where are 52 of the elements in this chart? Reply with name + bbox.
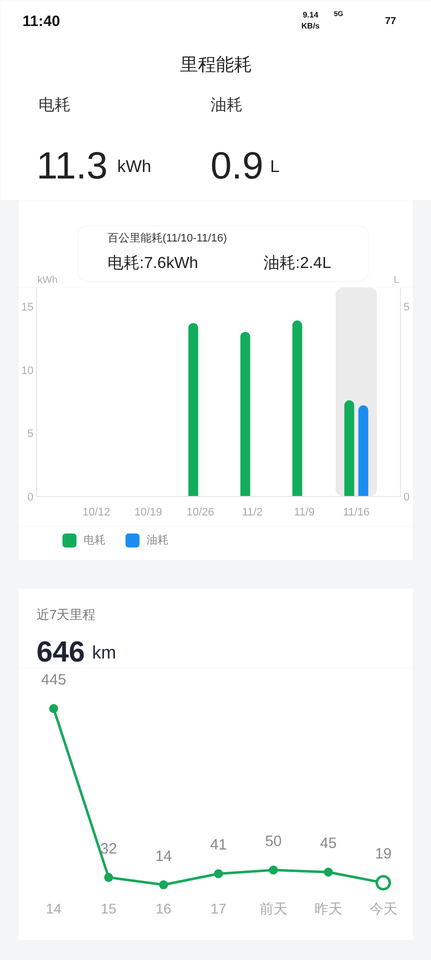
text: 百公里能耗(11/10-11/16) xyxy=(108,232,227,244)
x-tick-label: 15 xyxy=(100,900,117,916)
point xyxy=(49,704,58,714)
x-tick-label: 10/12 xyxy=(82,506,110,518)
y-axis-title: kWh xyxy=(38,275,58,286)
chart-subtitle: 646 km xyxy=(36,636,116,668)
text: 电耗 xyxy=(38,96,70,114)
text: 77 xyxy=(384,16,396,27)
text: 11.3 kWh xyxy=(36,146,152,188)
x-tick-label: 今天 xyxy=(369,900,398,916)
y-tick-label: 15 xyxy=(21,302,34,314)
y-tick-label: 0 xyxy=(27,492,34,504)
legend-label: 油耗 xyxy=(146,534,168,546)
data-label: 41 xyxy=(210,836,227,854)
point xyxy=(268,866,278,875)
y2-axis-title: L xyxy=(394,275,400,286)
bar xyxy=(240,332,250,496)
text: 9.14 KB/s xyxy=(301,10,320,30)
data-label: 45 xyxy=(320,835,337,852)
x-tick-label: 16 xyxy=(156,900,172,916)
data-label: 19 xyxy=(374,846,392,863)
bar xyxy=(292,320,302,496)
text: 电耗:7.6kWh xyxy=(108,254,198,272)
x-tick-label: 17 xyxy=(210,900,226,916)
chart-title: 近7天里程 xyxy=(36,607,96,622)
point xyxy=(214,869,223,878)
y-tick-label: 5 xyxy=(27,428,34,440)
point xyxy=(159,880,168,890)
data-label: 50 xyxy=(265,833,282,850)
x-tick-label: 11/16 xyxy=(342,506,370,518)
x-tick-label: 昨天 xyxy=(314,900,342,916)
x-tick-label: 10/26 xyxy=(186,506,214,518)
y2-tick-label: 5 xyxy=(404,302,410,314)
x-tick-label: 11/9 xyxy=(294,506,315,518)
bar xyxy=(344,400,354,496)
legend-label: 电耗 xyxy=(84,534,106,546)
text: 里程能耗 xyxy=(180,54,252,74)
data-label: 14 xyxy=(155,848,172,865)
x-tick-label: 11/2 xyxy=(242,506,263,518)
data-label: 445 xyxy=(41,672,66,689)
text: 油耗 xyxy=(210,96,242,114)
x-tick-label: 前天 xyxy=(259,900,288,916)
bar xyxy=(188,322,198,496)
x-tick-label: 14 xyxy=(46,900,62,916)
text: 11:40 xyxy=(22,13,60,30)
data-label: 32 xyxy=(100,840,117,858)
text: 油耗:2.4L xyxy=(264,254,332,272)
point xyxy=(104,872,114,882)
point xyxy=(324,868,333,877)
y2-tick-label: 0 xyxy=(404,492,410,504)
x-tick-label: 10/19 xyxy=(134,506,162,518)
y-tick-label: 10 xyxy=(21,364,34,377)
